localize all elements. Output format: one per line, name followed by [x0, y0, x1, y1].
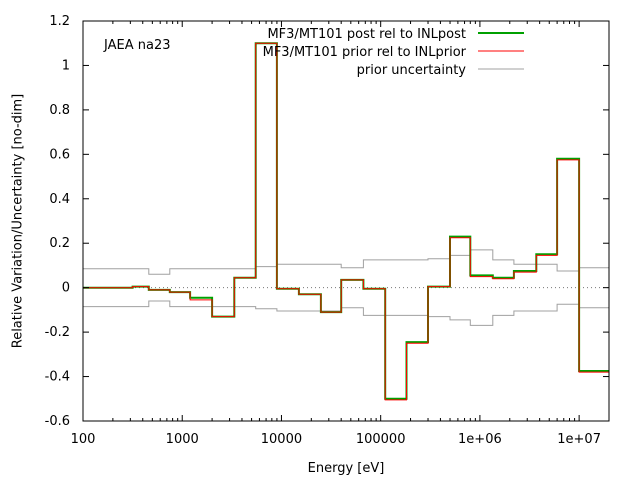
- y-tick-label: 0: [62, 281, 70, 296]
- legend-label: MF3/MT101 post rel to INLpost: [267, 27, 466, 42]
- x-tick-label: 100: [71, 432, 96, 447]
- y-tick-label: 1: [62, 58, 70, 73]
- y-tick-label: 0.2: [49, 236, 70, 251]
- x-tick-label: 1e+07: [557, 432, 601, 447]
- plot-frame: [82, 20, 610, 422]
- x-tick-label: 1e+06: [458, 432, 502, 447]
- y-tick-label: -0.6: [45, 414, 70, 429]
- y-tick-label: -0.2: [45, 325, 70, 340]
- chart-annotation: JAEA na23: [103, 38, 171, 53]
- legend-label: prior uncertainty: [357, 63, 467, 78]
- y-tick-label: 0.8: [49, 103, 70, 118]
- y-tick-label: -0.4: [45, 370, 70, 385]
- ticks-layer: -0.6 -0.4 -0.2 0 0.2 0.4 0.6 0.8 1 1.2 100 1000 1000…: [45, 14, 609, 447]
- series-prior-uncertainty-lower: [83, 300, 609, 326]
- series-prior-rel-inlprior: [83, 42, 609, 401]
- legend: MF3/MT101 post rel to INLpost MF3/MT101 p…: [263, 27, 524, 78]
- series-post-rel-inlpost: [83, 42, 609, 400]
- series-layer: [83, 42, 609, 401]
- y-tick-label: 0.6: [49, 147, 70, 162]
- y-tick-label: 0.4: [49, 192, 70, 207]
- x-tick-label: 1000: [166, 432, 199, 447]
- y-axis-label: Relative Variation/Uncertainty [no-dim]: [11, 94, 26, 349]
- x-axis-label: Energy [eV]: [308, 461, 385, 476]
- x-tick-label: 100000: [356, 432, 406, 447]
- legend-label: MF3/MT101 prior rel to INLprior: [263, 45, 467, 60]
- x-tick-label: 10000: [261, 432, 302, 447]
- y-tick-label: 1.2: [49, 14, 70, 29]
